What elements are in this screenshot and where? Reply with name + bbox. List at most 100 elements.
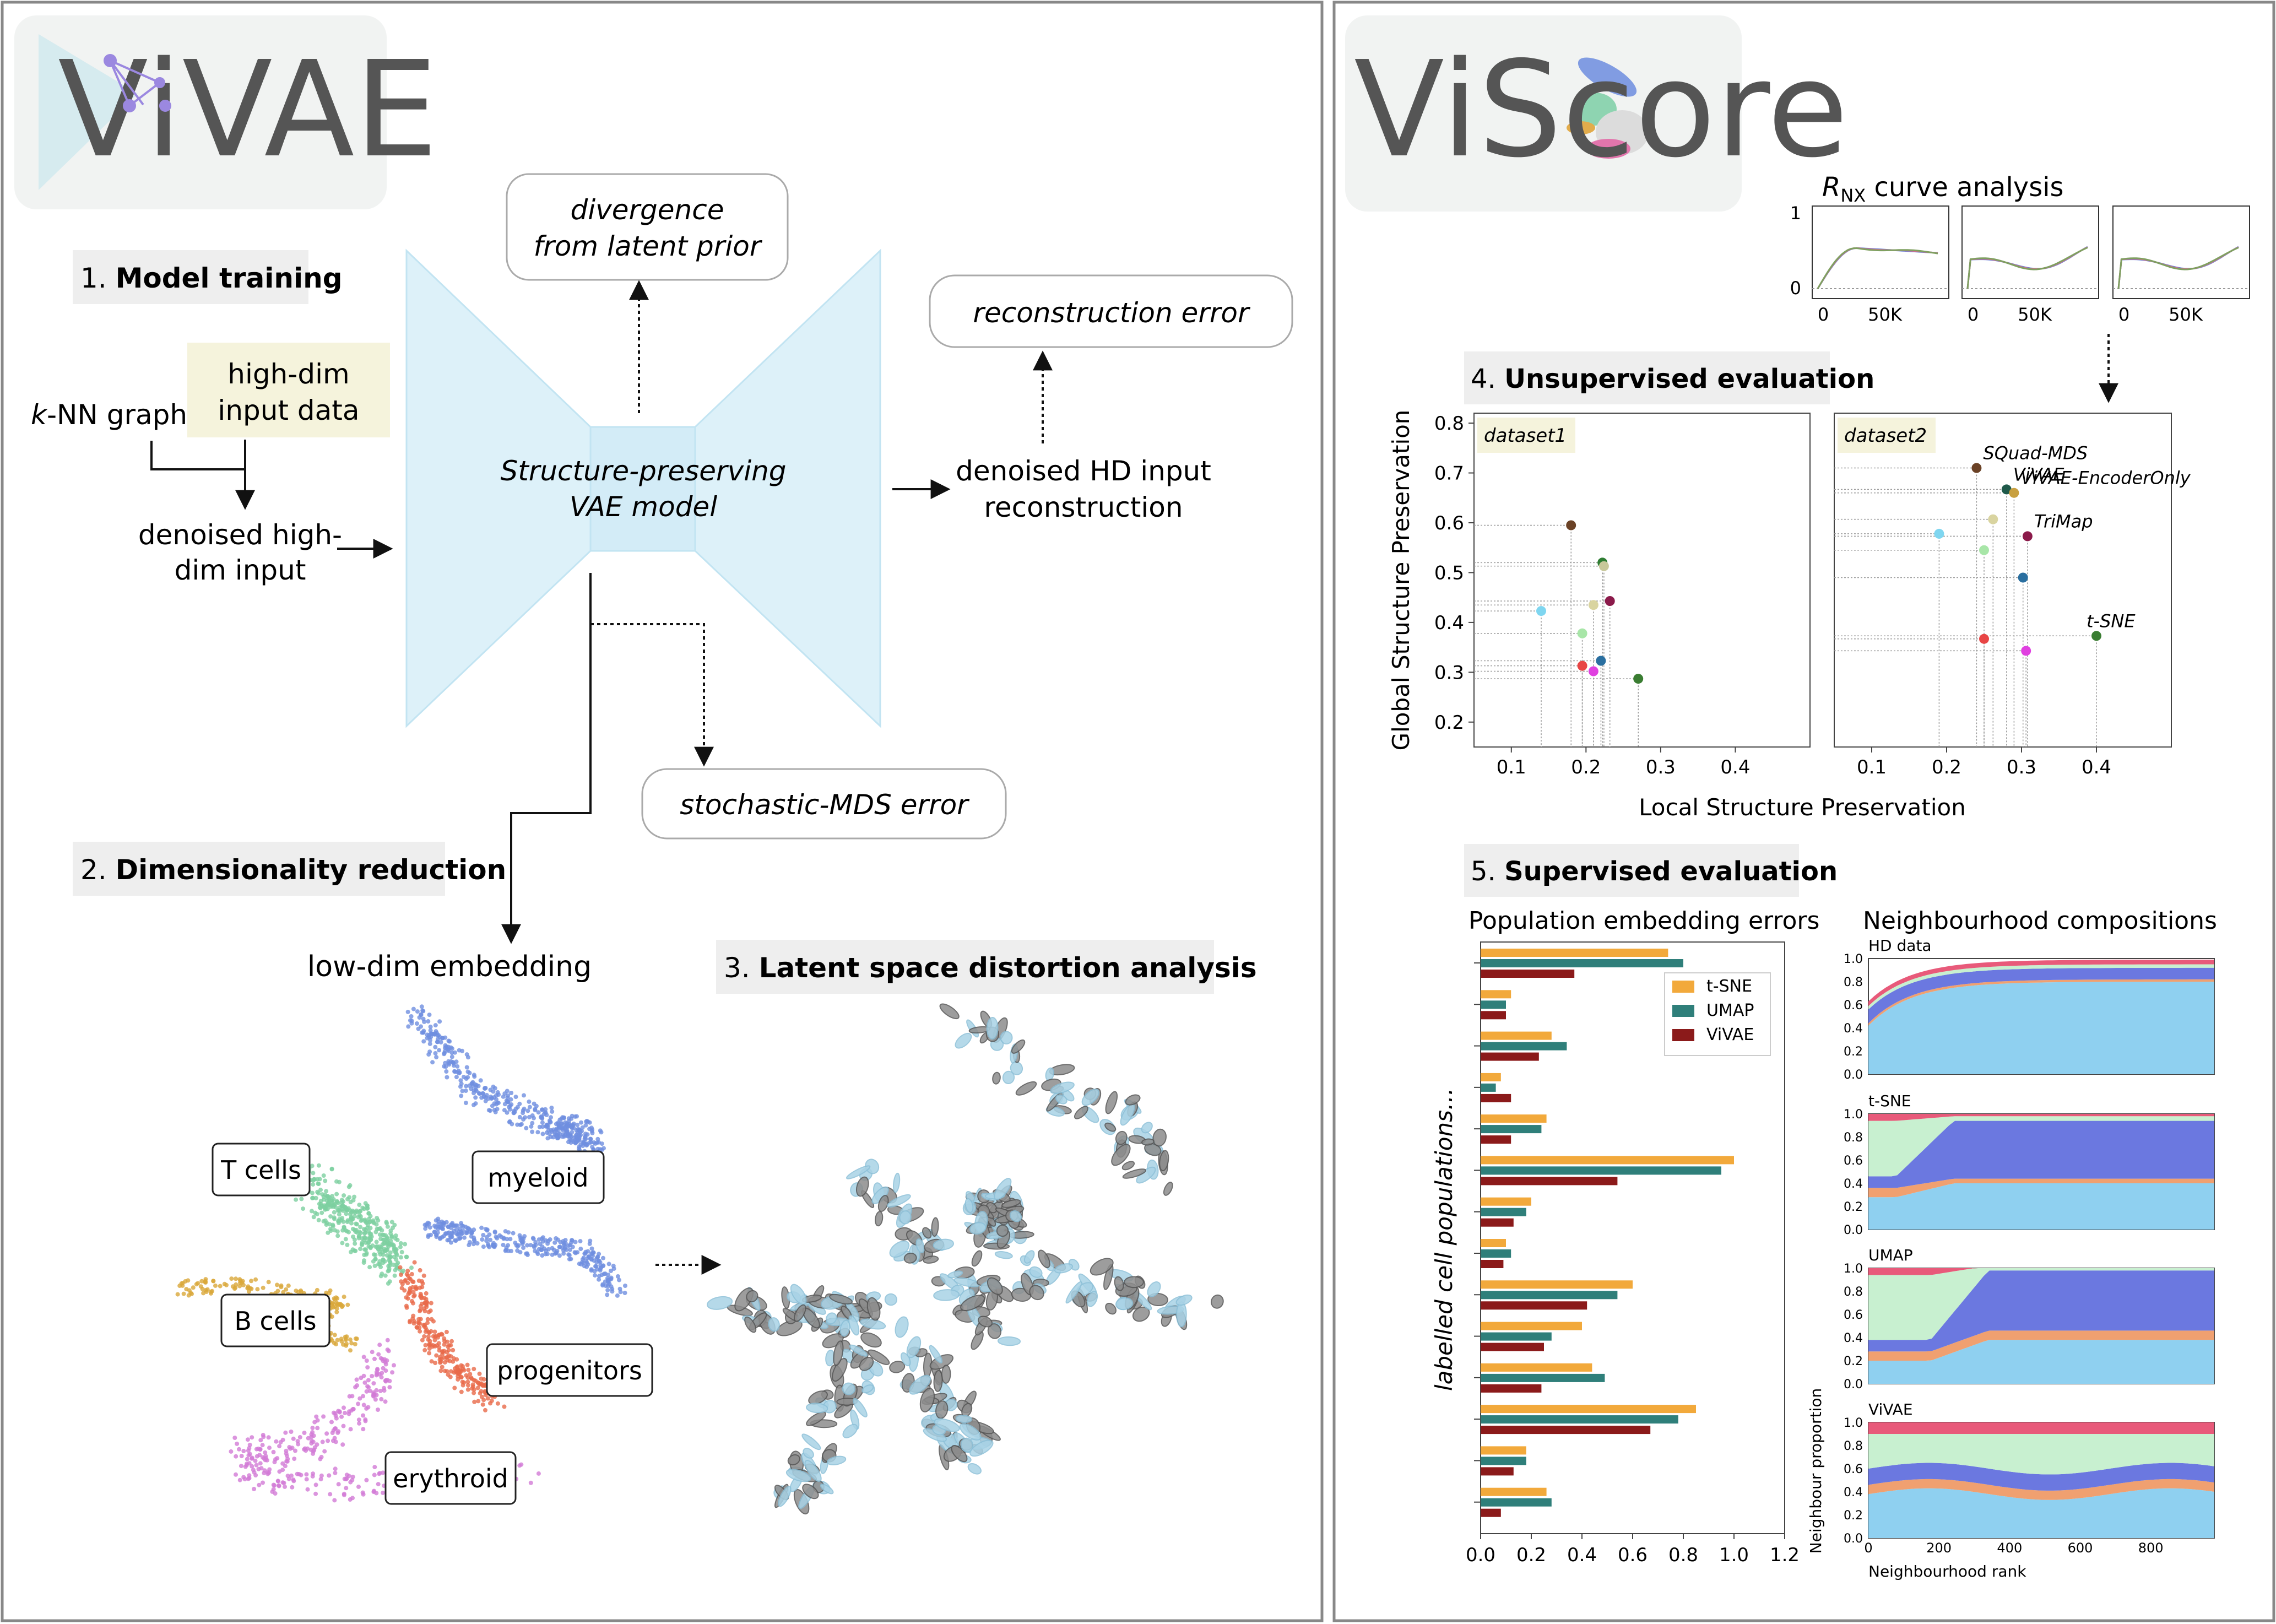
distortion-ellipse [1001,1199,1021,1208]
embedding-point [578,1239,583,1244]
embedding-point [345,1302,350,1307]
bar-umap [1481,1291,1618,1300]
embedding-point [388,1242,393,1247]
embedding-point [418,1317,423,1322]
embedding-point [321,1219,326,1224]
embedding-point [289,1473,294,1478]
knn-graph-label: k-NN graph [31,399,187,431]
embedding-point [426,1334,431,1339]
embedding-point [488,1401,492,1406]
embedding-point [432,1224,437,1228]
scatter-point [2022,531,2033,542]
embedding-point [337,1208,341,1212]
distortion-ellipse [1115,1130,1128,1145]
viscore-logo-text: ViScore [1354,33,1849,187]
embedding-point [324,1189,329,1194]
embedding-point [229,1449,234,1454]
embedding-point [387,1385,392,1390]
distortion-ellipse [790,1284,807,1305]
distortion-ellipse [906,1336,922,1358]
embedding-point [424,1297,429,1302]
embedding-point [563,1241,568,1246]
embedding-point [409,1271,414,1276]
neigh-xtick: 0 [1864,1540,1872,1556]
embedding-point [234,1472,238,1477]
embedding-point [310,1195,315,1200]
label-progenitors: progenitors [497,1356,642,1385]
embedding-point [579,1262,584,1266]
embedding-point [615,1293,620,1298]
neigh-xtick: 200 [1926,1540,1952,1556]
embedding-point [411,1321,416,1326]
embedding-point [379,1396,384,1401]
embedding-point [381,1470,386,1475]
vae-model-shape [405,248,881,728]
embedding-point [366,1378,371,1383]
bar-vivae [1481,970,1575,978]
legend-label: ViVAE [1706,1025,1754,1044]
composition-area [1868,1116,2214,1177]
embedding-point [566,1140,571,1144]
distortion-ellipse [849,1344,868,1357]
embedding-point [424,1291,429,1296]
embedding-point [351,1198,356,1203]
embedding-point [591,1147,596,1152]
embedding-point [549,1106,554,1110]
distortion-ellipse [829,1293,853,1304]
embedding-point [250,1455,254,1460]
embedding-point [465,1379,470,1384]
distortion-ellipse [820,1484,834,1495]
embedding-point [469,1086,474,1091]
embedding-point [316,1163,321,1168]
embedding-point [430,1060,435,1065]
embedding-point [518,1250,523,1255]
y-axis-label: Global Structure Preservation [1388,410,1415,751]
embedding-point [462,1380,467,1385]
neigh-ytick: 0.0 [1844,1068,1863,1082]
embedding-point [347,1394,352,1399]
embedding-point [595,1136,600,1141]
embedding-point [329,1166,334,1171]
bar-tsne [1481,1031,1552,1040]
embedding-point [250,1435,254,1440]
embedding-point [622,1291,627,1295]
bar-umap [1481,1166,1721,1175]
embedding-point [609,1275,614,1280]
embedding-point [428,1342,433,1347]
embedding-point [454,1059,459,1064]
embedding-point [583,1132,588,1136]
embedding-point [448,1354,453,1359]
embedding-point [507,1107,512,1112]
embedding-point [391,1263,396,1267]
embedding-point [339,1198,344,1203]
embedding-point [377,1342,382,1347]
embedding-point [350,1474,355,1479]
embedding-point [537,1247,541,1252]
embedding-point [583,1123,588,1128]
embedding-point [522,1106,527,1111]
embedding-point [313,1482,318,1487]
embedding-point [529,1124,534,1129]
embedding-point [368,1246,373,1251]
embedding-point [465,1383,470,1388]
embedding-point [353,1248,358,1253]
embedding-point [344,1341,349,1346]
embedding-point [404,1254,409,1259]
embedding-point [595,1140,600,1145]
embedding-point [573,1114,578,1119]
embedding-point [235,1441,240,1446]
embedding-point [286,1283,291,1288]
step4-heading: 4. Unsupervised evaluation [1464,351,1874,404]
embedding-point [394,1257,399,1262]
bar-vivae [1481,1218,1514,1227]
embedding-point [432,1338,437,1342]
distortion-ellipse [1211,1294,1224,1309]
embedding-point [249,1286,254,1291]
embedding-point [181,1291,186,1296]
embedding-point [337,1409,342,1414]
method-label: t-SNE [2087,610,2136,631]
embedding-point [484,1093,489,1097]
embedding-point [191,1285,196,1290]
distortion-ellipse [707,1296,733,1310]
